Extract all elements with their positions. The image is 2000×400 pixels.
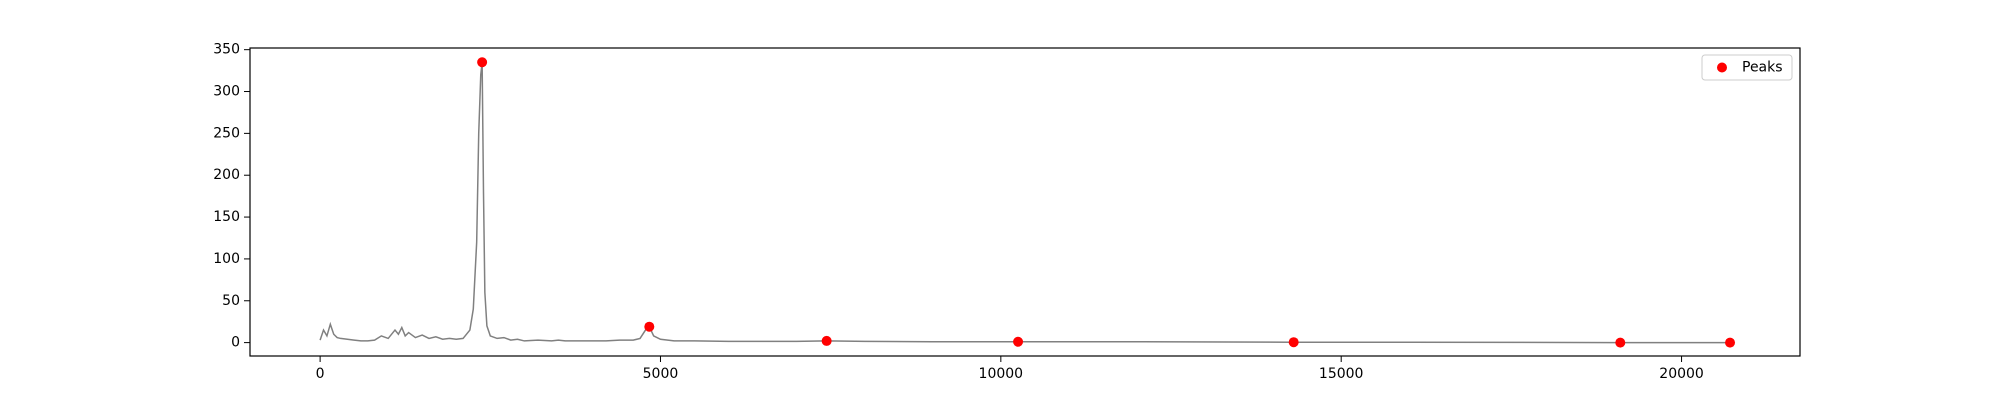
peak-marker — [1013, 336, 1024, 347]
legend-marker — [1717, 62, 1727, 73]
peak-marker — [644, 321, 655, 332]
y-tick-label: 300 — [213, 84, 240, 100]
x-tick-label: 20000 — [1659, 366, 1704, 382]
x-tick-label: 10000 — [979, 366, 1024, 382]
series-line — [319, 62, 1731, 344]
peak-marker — [1725, 337, 1736, 348]
y-tick-label: 150 — [213, 209, 240, 225]
peak-marker — [821, 335, 832, 346]
y-tick-label: 0 — [231, 335, 240, 351]
legend-box — [1701, 54, 1793, 81]
peak-marker — [1615, 337, 1626, 348]
x-tick-label: 15000 — [1319, 366, 1364, 382]
legend-label: Peaks — [1742, 60, 1783, 76]
y-tick-label: 200 — [213, 167, 240, 183]
peak-marker — [1288, 337, 1299, 348]
peak-marker — [477, 57, 488, 68]
y-tick-label: 50 — [222, 293, 240, 309]
y-tick-label: 250 — [213, 125, 240, 141]
x-tick-label: 5000 — [643, 366, 679, 382]
x-tick-label: 0 — [316, 366, 325, 382]
plot-frame — [249, 47, 1801, 357]
y-tick-label: 350 — [213, 42, 240, 58]
y-tick-label: 100 — [213, 251, 240, 267]
